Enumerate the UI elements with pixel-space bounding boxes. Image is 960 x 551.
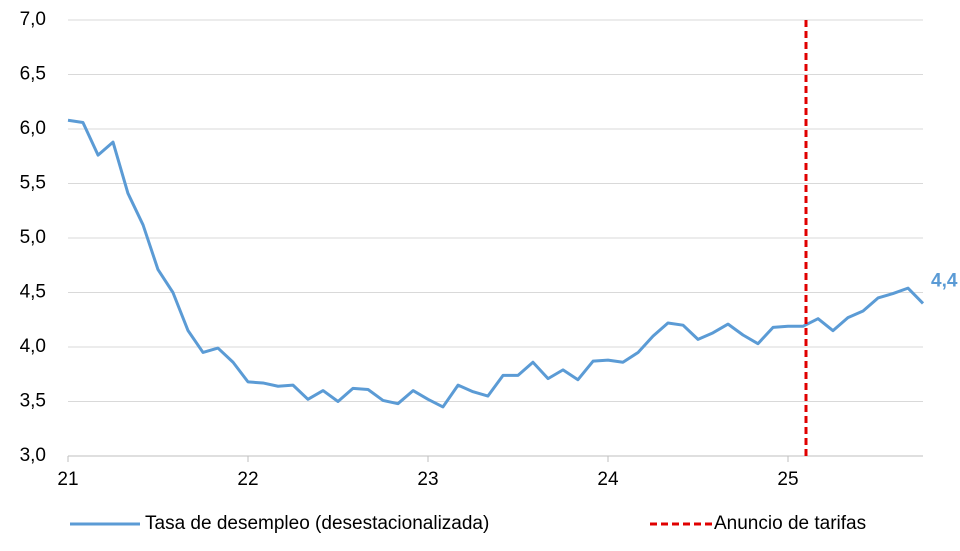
y-tick-label: 7,0 xyxy=(20,9,46,30)
x-tick-label: 23 xyxy=(417,469,438,490)
y-tick-label: 4,5 xyxy=(20,282,46,303)
x-tick-label: 21 xyxy=(57,469,78,490)
y-tick-label: 3,0 xyxy=(20,445,46,466)
legend-label: Tasa de desempleo (desestacionalizada) xyxy=(145,513,489,534)
x-tick-label: 22 xyxy=(237,469,258,490)
x-tick-label: 25 xyxy=(777,469,798,490)
y-tick-label: 5,5 xyxy=(20,173,46,194)
y-tick-label: 3,5 xyxy=(20,391,46,412)
y-tick-label: 6,5 xyxy=(20,64,46,85)
y-tick-label: 4,0 xyxy=(20,336,46,357)
x-tick-label: 24 xyxy=(597,469,619,490)
y-tick-label: 6,0 xyxy=(20,118,46,139)
y-tick-label: 5,0 xyxy=(20,227,46,248)
data-line xyxy=(67,118,925,409)
legend-label: Anuncio de tarifas xyxy=(714,513,866,534)
value-label: 4,4 xyxy=(931,270,958,291)
